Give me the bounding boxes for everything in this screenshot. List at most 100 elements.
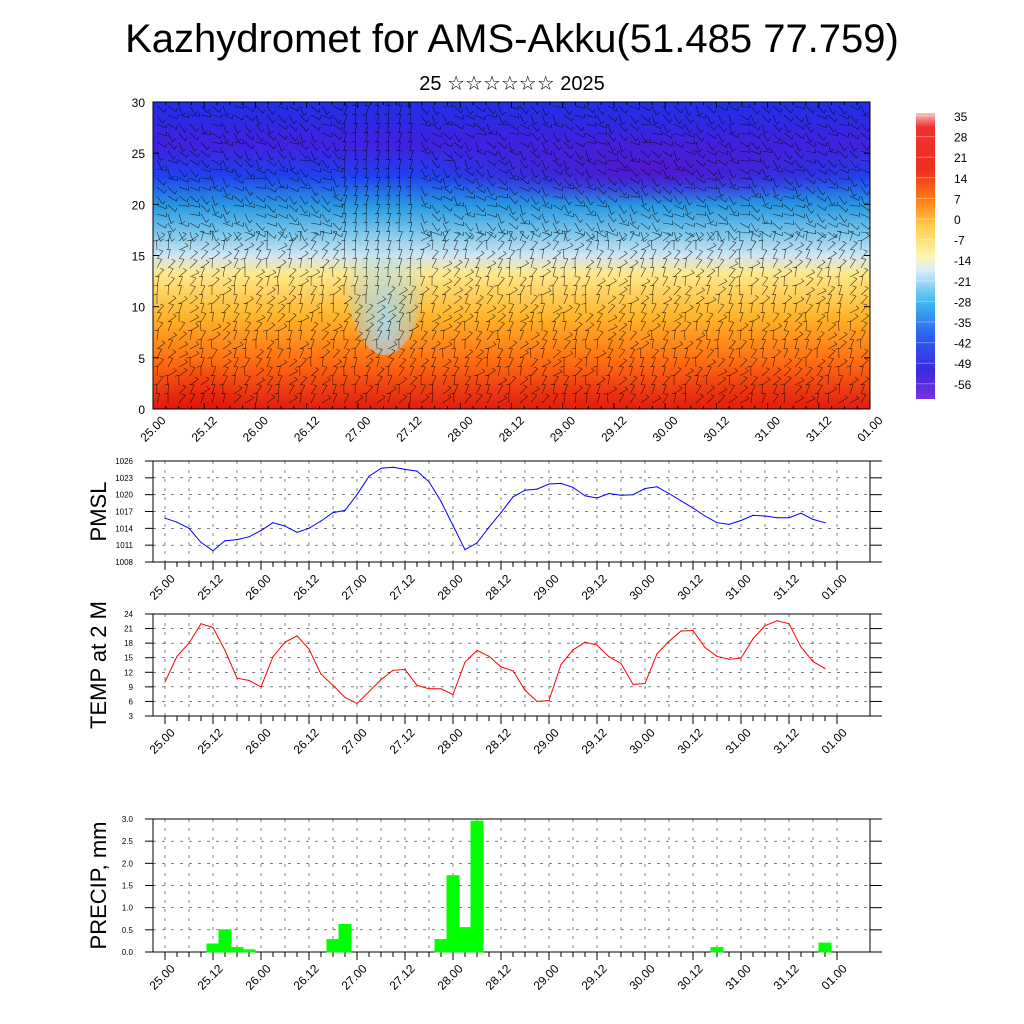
wind-barb: [662, 150, 672, 158]
wind-barb-flag: [306, 356, 311, 359]
wind-barb: [574, 105, 585, 109]
wind-barb: [761, 150, 772, 153]
wind-barb: [255, 222, 263, 231]
wind-barb-flag: [723, 314, 727, 318]
wind-barb: [354, 258, 357, 269]
wind-barb-flag: [681, 143, 684, 148]
wind-barb-flag: [434, 122, 439, 125]
wind-barb-flag: [337, 286, 342, 290]
wind-barb: [244, 276, 250, 287]
wind-barb: [695, 132, 702, 142]
wind-barb-flag: [766, 295, 770, 298]
wind-barb: [486, 114, 497, 118]
wind-barb-flag: [505, 293, 510, 296]
wind-barb: [288, 320, 290, 332]
wind-barb: [838, 294, 843, 305]
pmsl-point: [800, 512, 802, 514]
wind-barb: [585, 370, 595, 377]
pmsl-point: [740, 519, 742, 522]
wind-barb: [210, 356, 213, 368]
wind-barb-flag: [691, 356, 696, 359]
wind-barb: [255, 150, 261, 161]
wind-barb: [409, 358, 417, 368]
wind-barb-flag: [561, 392, 566, 395]
wind-barb: [354, 159, 359, 170]
wind-barb: [343, 167, 345, 179]
wind-barb: [728, 370, 738, 377]
wind-barb-flag: [836, 223, 838, 228]
wind-barb-flag: [770, 356, 775, 358]
wind-barb-flag: [792, 284, 797, 287]
temp-point: [368, 691, 370, 693]
wind-barb: [684, 195, 690, 206]
wind-barb: [530, 388, 540, 395]
wind-barb: [332, 243, 342, 251]
wind-barb: [673, 234, 683, 242]
wind-barb-flag: [451, 103, 454, 108]
wind-barb: [167, 195, 177, 202]
wind-barb-flag: [161, 165, 165, 170]
wind-barb-flag: [578, 322, 583, 325]
wind-barb: [211, 334, 221, 341]
wind-barb: [508, 177, 519, 181]
wind-barb-flag: [842, 340, 847, 343]
wind-barb: [827, 287, 836, 296]
wind-barb-flag: [294, 233, 299, 237]
wind-barb: [827, 294, 833, 305]
wind-barb-flag: [742, 339, 747, 342]
wind-barb: [420, 159, 426, 169]
wind-barb: [706, 231, 713, 241]
wind-barb: [420, 236, 431, 242]
y-tick-label: 12: [124, 668, 133, 677]
wind-barb-flag: [809, 276, 814, 280]
wind-barb-flag: [813, 189, 816, 194]
wind-barb-flag: [278, 348, 284, 350]
wind-barb: [453, 297, 463, 305]
wind-barb-flag: [775, 194, 780, 197]
wind-barb: [387, 287, 396, 296]
wind-barb: [794, 114, 803, 123]
x-tick-label: 01.00: [819, 725, 850, 756]
wind-barb-flag: [833, 250, 837, 254]
wind-barb-flag: [545, 166, 549, 170]
wind-barb: [816, 123, 827, 129]
wind-barb-flag: [160, 157, 164, 161]
wind-barb-flag: [855, 395, 860, 399]
wind-barb-flag: [787, 375, 792, 379]
pmsl-point: [812, 518, 814, 520]
wind-barb-flag: [402, 357, 407, 361]
wind-barb-flag: [721, 175, 725, 179]
wind-barb-flag: [338, 165, 342, 169]
wind-barb: [684, 383, 687, 395]
wind-barb: [255, 195, 265, 203]
wind-barb-flag: [823, 311, 828, 314]
wind-barb: [266, 150, 272, 161]
wind-barb: [816, 277, 823, 287]
wind-barb: [695, 150, 704, 159]
wind-barb-flag: [536, 331, 540, 336]
wind-barb-flag: [451, 121, 454, 126]
wind-barb: [464, 304, 471, 314]
wind-barb: [475, 351, 484, 359]
wind-barb-flag: [425, 138, 430, 142]
wind-barb: [222, 240, 226, 251]
wind-barb: [365, 240, 369, 251]
wind-barb-flag: [272, 183, 276, 187]
wind-barb-flag: [547, 259, 551, 263]
wind-barb-flag: [417, 374, 422, 377]
wind-barb: [431, 348, 436, 359]
wind-barb-flag: [480, 250, 485, 254]
temp-point: [584, 641, 586, 643]
wind-barb: [750, 150, 761, 155]
wind-barb-flag: [227, 358, 232, 362]
wind-barb-flag: [251, 173, 254, 177]
wind-barb-flag: [214, 185, 219, 188]
wind-barb-flag: [674, 303, 679, 305]
wind-barb: [706, 250, 714, 260]
wind-barb: [849, 316, 859, 323]
wind-barb-flag: [647, 239, 652, 242]
wind-barb-flag: [362, 96, 366, 97]
wind-barb: [288, 314, 297, 323]
wind-barb: [178, 233, 187, 242]
wind-barb: [167, 231, 173, 242]
